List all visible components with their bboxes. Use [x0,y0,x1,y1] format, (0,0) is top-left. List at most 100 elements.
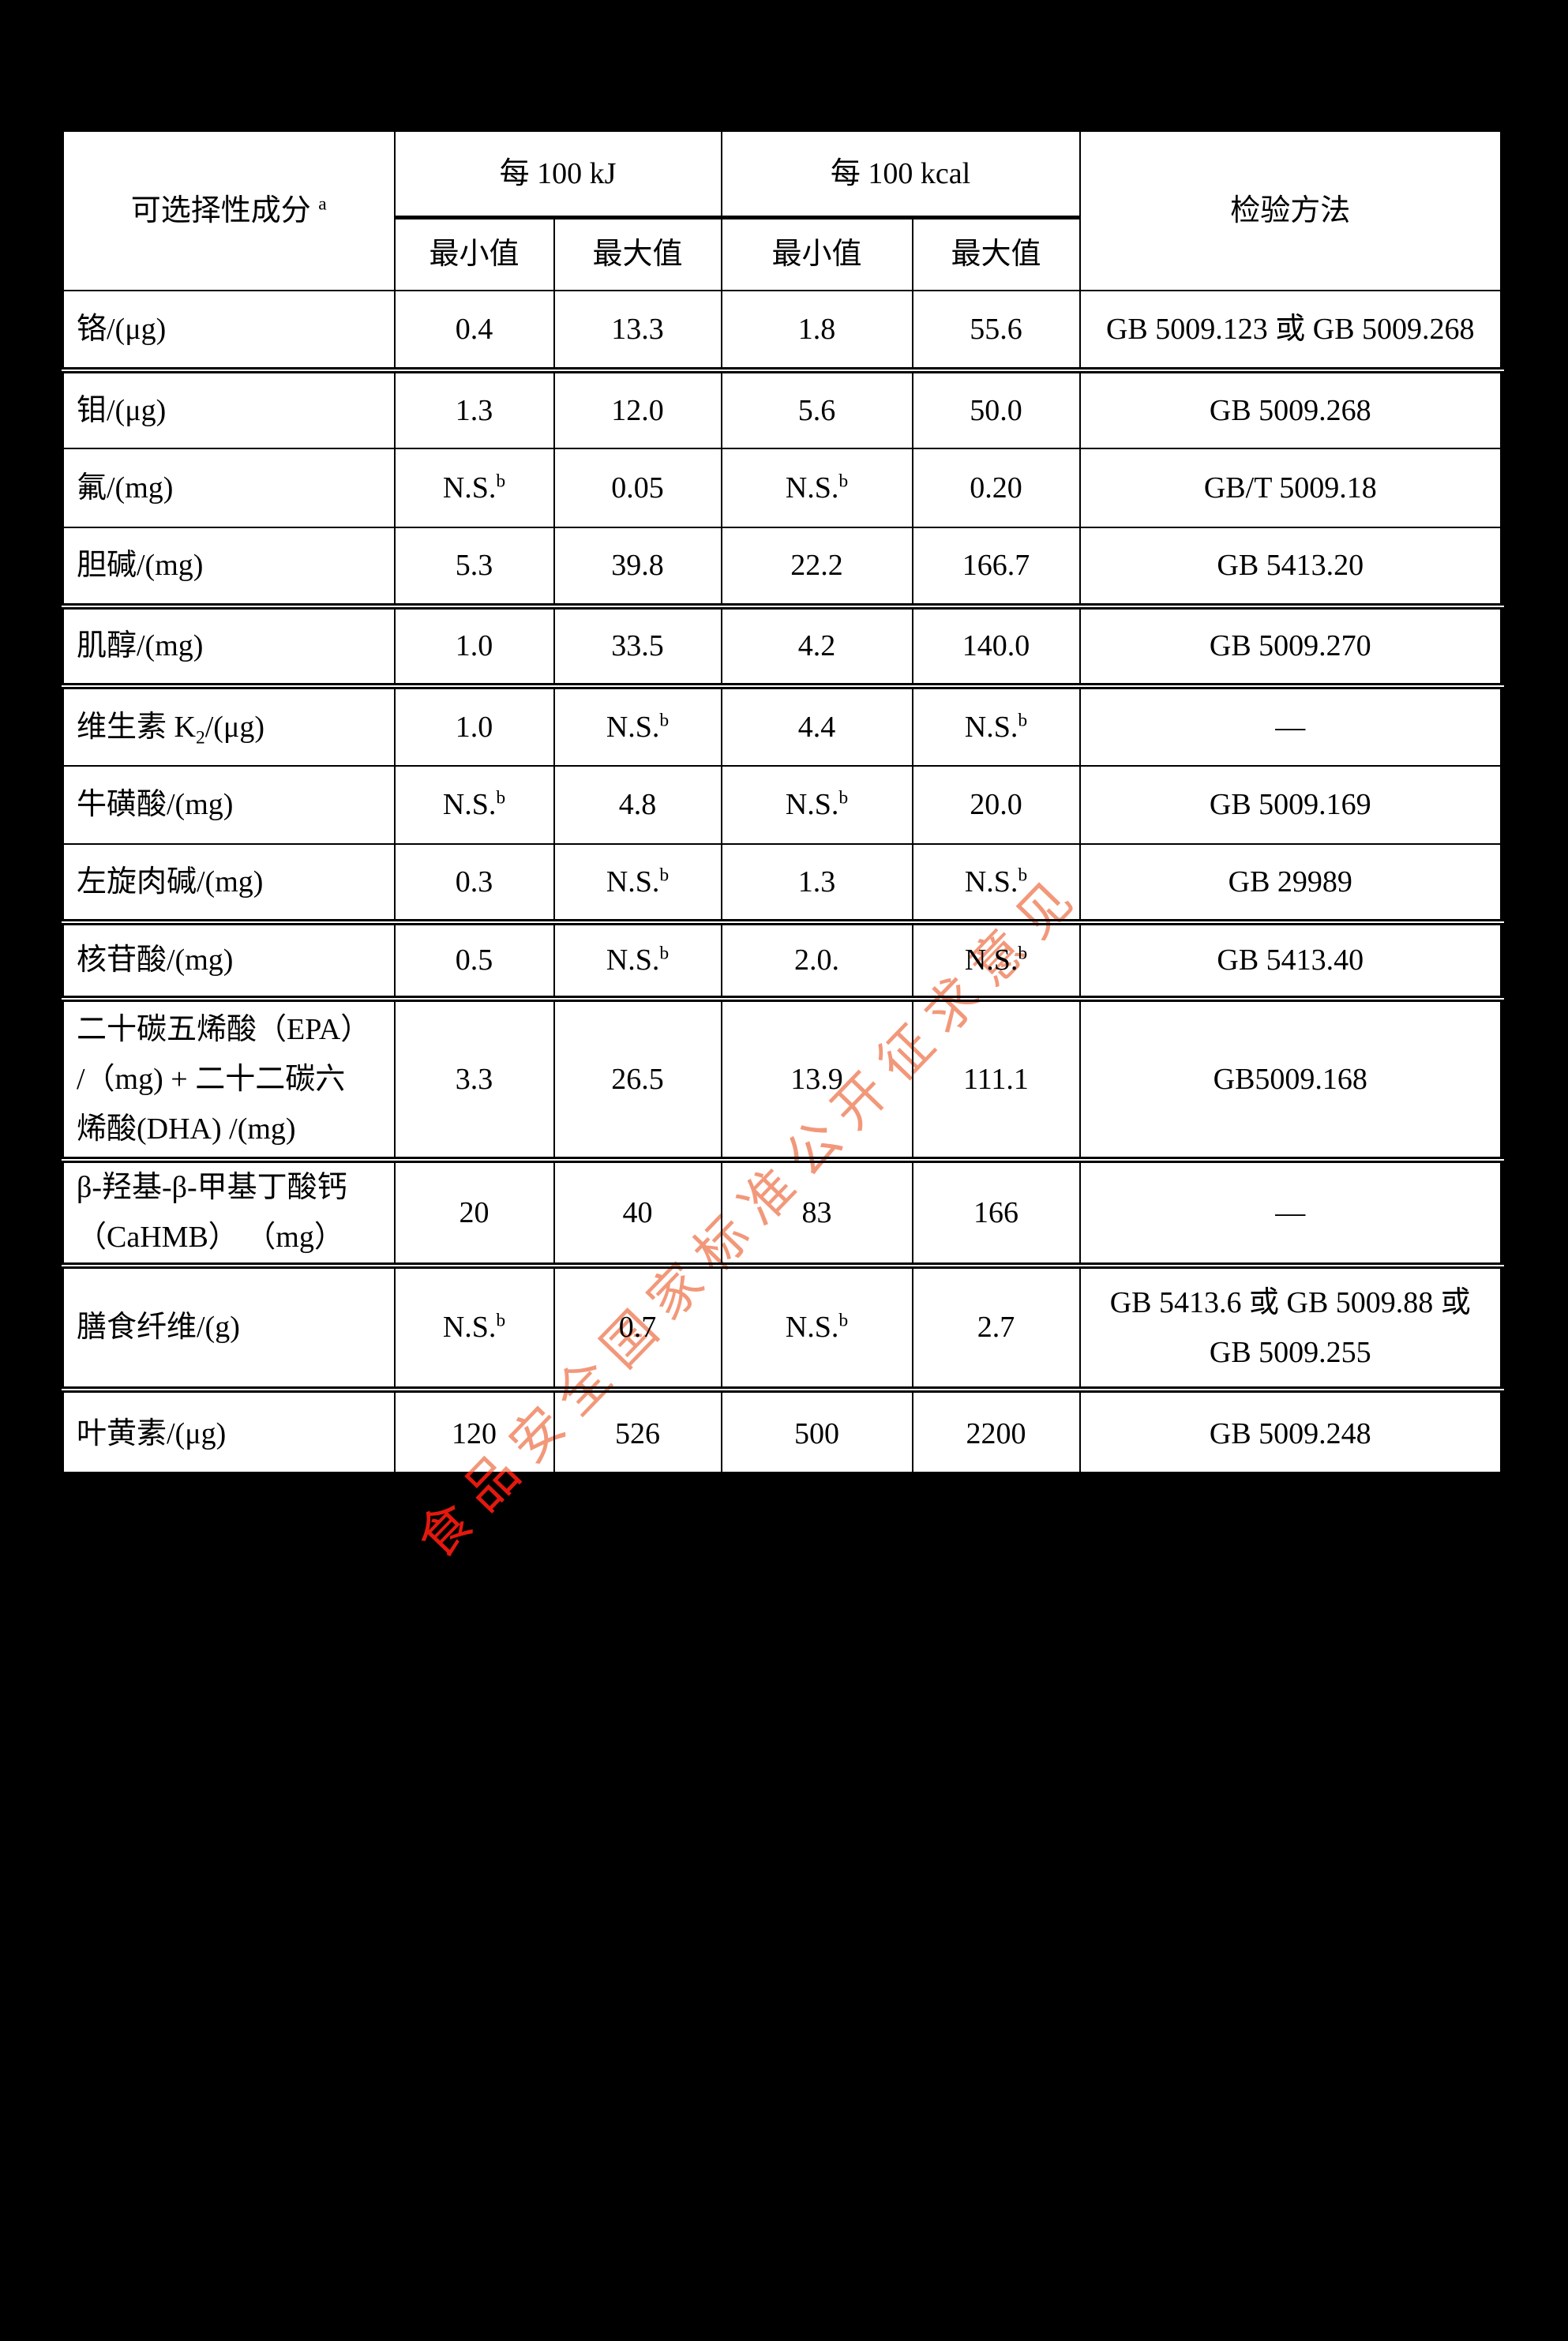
test-method-cell: GB 5009.268 [1078,370,1503,449]
header-kj-max: 最大值 [553,216,722,291]
kcal-min-cell: 4.4 [720,685,913,767]
table-row: 核苷酸/(mg) 0.5 N.S.b 2.0. N.S.b GB 5413.40 [62,921,1503,1002]
header-test-method: 检验方法 [1078,129,1503,291]
kcal-min-cell: 1.8 [720,290,913,373]
table-row: 铬/(μg) 0.4 13.3 1.8 55.6 GB 5009.123 或 GB 500… [62,290,1503,373]
kcal-max-cell: 2200 [911,1389,1081,1472]
kcal-min-cell: N.S.b [720,1265,913,1393]
kj-max-cell: 40 [553,1159,722,1269]
kj-max-cell: 4.8 [553,765,722,845]
kj-max-cell: 26.5 [553,998,722,1163]
kcal-max-cell: 55.6 [911,290,1081,373]
kj-min-cell: 5.3 [393,527,555,610]
header-kcal-max: 最大值 [911,216,1081,291]
header-per-100kj: 每 100 kJ [393,129,722,219]
table-row: 钼/(μg) 1.3 12.0 5.6 50.0 GB 5009.268 [62,370,1503,449]
ingredient-name-cell: 左旋肉碱/(mg) [62,843,396,925]
kj-max-cell: N.S.b [553,921,722,1002]
kcal-max-cell: 166 [911,1159,1081,1269]
document-page: 食品安全国家标准公开征求意见 可选择性成分 a 每 100 kJ 每 100 k… [62,129,1504,1472]
kcal-max-cell: 20.0 [911,765,1081,845]
kj-max-cell: 526 [553,1389,722,1472]
ingredient-name-cell: 维生素 K2/(μg) [62,685,396,767]
kcal-max-cell: N.S.b [911,921,1081,1002]
header-per-100kcal: 每 100 kcal [720,129,1081,219]
test-method-cell: GB 5413.20 [1078,527,1503,610]
test-method-cell: GB5009.168 [1078,998,1503,1163]
ingredient-name-cell: 铬/(μg) [62,290,396,373]
test-method-cell: GB/T 5009.18 [1078,448,1503,528]
ingredient-name-cell: 二十碳五烯酸（EPA）/（mg) + 二十二碳六 烯酸(DHA) /(mg) [62,998,396,1163]
table-row: 左旋肉碱/(mg) 0.3 N.S.b 1.3 N.S.b GB 29989 [62,843,1503,925]
header-kj-min: 最小值 [393,216,555,291]
kcal-max-cell: N.S.b [911,685,1081,767]
test-method-cell: GB 5009.169 [1078,765,1503,845]
ingredient-name-cell: 叶黄素/(μg) [62,1389,396,1472]
test-method-cell: GB 5009.270 [1078,606,1503,689]
kcal-min-cell: 500 [720,1389,913,1472]
kj-min-cell: 0.5 [393,921,555,1002]
kcal-min-cell: 4.2 [720,606,913,689]
kcal-min-cell: 2.0. [720,921,913,1002]
ingredient-name-cell: β-羟基-β-甲基丁酸钙 （CaHMB） （mg） [62,1159,396,1269]
kcal-max-cell: 140.0 [911,606,1081,689]
kj-max-cell: N.S.b [553,685,722,767]
test-method-cell: GB 5413.40 [1078,921,1503,1002]
kj-max-cell: N.S.b [553,843,722,925]
kj-min-cell: 1.0 [393,606,555,689]
table-row: 肌醇/(mg) 1.0 33.5 4.2 140.0 GB 5009.270 [62,606,1503,689]
kj-min-cell: 1.0 [393,685,555,767]
table-row: 叶黄素/(μg) 120 526 500 2200 GB 5009.248 [62,1389,1503,1472]
kj-max-cell: 0.7 [553,1265,722,1393]
test-method-cell: GB 5009.248 [1078,1389,1503,1472]
kj-max-cell: 39.8 [553,527,722,610]
table-row: 二十碳五烯酸（EPA）/（mg) + 二十二碳六 烯酸(DHA) /(mg) 3.3… [62,998,1503,1163]
test-method-cell: — [1078,1159,1503,1269]
table-row: 胆碱/(mg) 5.3 39.8 22.2 166.7 GB 5413.20 [62,527,1503,610]
header-component: 可选择性成分 a [62,129,396,291]
kcal-max-cell: 0.20 [911,448,1081,528]
kj-max-cell: 12.0 [553,370,722,449]
kj-min-cell: 3.3 [393,998,555,1163]
test-method-cell: GB 5009.123 或 GB 5009.268 [1078,290,1503,373]
table-header: 可选择性成分 a 每 100 kJ 每 100 kcal 检验方法 最小值 最大… [62,129,1503,291]
table-row: 维生素 K2/(μg) 1.0 N.S.b 4.4 N.S.b — [62,685,1503,767]
kcal-min-cell: 22.2 [720,527,913,610]
kcal-max-cell: 166.7 [911,527,1081,610]
ingredient-name-cell: 肌醇/(mg) [62,606,396,689]
kcal-min-cell: 1.3 [720,843,913,925]
table-row: β-羟基-β-甲基丁酸钙 （CaHMB） （mg） 20 40 83 166— [62,1159,1503,1269]
kcal-min-cell: 5.6 [720,370,913,449]
kj-min-cell: 0.4 [393,290,555,373]
test-method-cell: — [1078,685,1503,767]
kj-min-cell: N.S.b [393,765,555,845]
kcal-max-cell: 2.7 [911,1265,1081,1393]
ingredient-name-cell: 牛磺酸/(mg) [62,765,396,845]
optional-components-table: 可选择性成分 a 每 100 kJ 每 100 kcal 检验方法 最小值 最大… [62,129,1504,1472]
kj-min-cell: 120 [393,1389,555,1472]
kj-max-cell: 13.3 [553,290,722,373]
test-method-cell: GB 29989 [1078,843,1503,925]
kj-min-cell: N.S.b [393,1265,555,1393]
kj-min-cell: N.S.b [393,448,555,528]
kj-max-cell: 0.05 [553,448,722,528]
kcal-max-cell: 111.1 [911,998,1081,1163]
kcal-min-cell: N.S.b [720,448,913,528]
kcal-min-cell: N.S.b [720,765,913,845]
kcal-min-cell: 13.9 [720,998,913,1163]
kcal-min-cell: 83 [720,1159,913,1269]
table-body: 铬/(μg) 0.4 13.3 1.8 55.6 GB 5009.123 或 GB 500… [62,290,1503,1472]
kj-max-cell: 33.5 [553,606,722,689]
ingredient-name-cell: 胆碱/(mg) [62,527,396,610]
kj-min-cell: 1.3 [393,370,555,449]
table-row: 牛磺酸/(mg) N.S.b 4.8 N.S.b 20.0 GB 5009.169 [62,765,1503,845]
kj-min-cell: 20 [393,1159,555,1269]
header-kcal-min: 最小值 [720,216,913,291]
table-row: 膳食纤维/(g) N.S.b 0.7 N.S.b 2.7 GB 5413.6 或 GB 5… [62,1265,1503,1393]
ingredient-name-cell: 核苷酸/(mg) [62,921,396,1002]
ingredient-name-cell: 钼/(μg) [62,370,396,449]
test-method-cell: GB 5413.6 或 GB 5009.88 或 GB 5009.255 [1078,1265,1503,1393]
ingredient-name-cell: 氟/(mg) [62,448,396,528]
kj-min-cell: 0.3 [393,843,555,925]
